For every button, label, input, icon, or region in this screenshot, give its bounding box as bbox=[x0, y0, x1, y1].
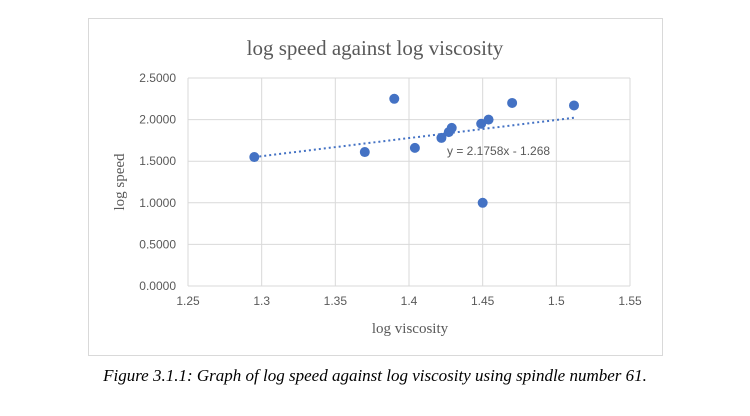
y-tick-label: 1.5000 bbox=[139, 154, 176, 168]
data-point bbox=[483, 114, 494, 125]
y-tick-label: 0.0000 bbox=[139, 279, 176, 293]
y-axis-label: log speed bbox=[112, 153, 128, 211]
data-point bbox=[446, 122, 457, 133]
x-axis-label: log viscosity bbox=[372, 321, 449, 337]
data-point bbox=[569, 100, 580, 111]
data-point bbox=[507, 97, 518, 108]
chart-title: log speed against log viscosity bbox=[247, 36, 504, 60]
data-point bbox=[249, 152, 260, 163]
trendline bbox=[254, 116, 575, 159]
data-point bbox=[477, 197, 488, 208]
data-point bbox=[389, 93, 400, 104]
chart-frame bbox=[88, 18, 663, 356]
x-tick-label: 1.5 bbox=[548, 294, 565, 308]
x-tick-label: 1.3 bbox=[253, 294, 270, 308]
data-point bbox=[436, 132, 447, 143]
x-tick-label: 1.45 bbox=[471, 294, 495, 308]
x-tick-label: 1.25 bbox=[176, 294, 200, 308]
data-point bbox=[359, 147, 370, 158]
x-tick-label: 1.4 bbox=[401, 294, 418, 308]
y-tick-label: 2.0000 bbox=[139, 113, 176, 127]
y-tick-label: 0.5000 bbox=[139, 237, 176, 251]
x-tick-label: 1.35 bbox=[324, 294, 348, 308]
x-tick-label: 1.55 bbox=[618, 294, 642, 308]
y-tick-label: 1.0000 bbox=[139, 196, 176, 210]
trendline-equation: y = 2.1758x - 1.268 bbox=[447, 144, 550, 158]
data-point bbox=[409, 142, 420, 153]
figure-caption: Figure 3.1.1: Graph of log speed against… bbox=[103, 366, 647, 385]
y-tick-label: 2.5000 bbox=[139, 71, 176, 85]
data-point bbox=[476, 118, 487, 129]
